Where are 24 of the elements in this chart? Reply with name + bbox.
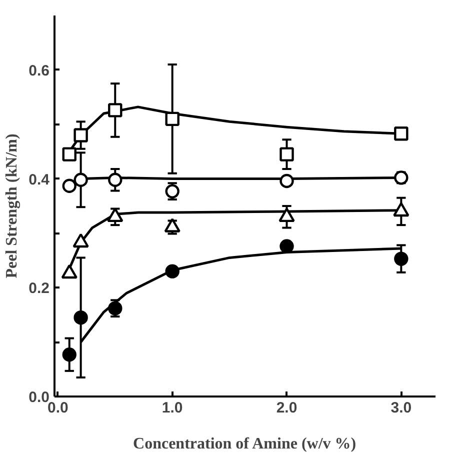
y-axis-title: Peel Strength (kN/m): [4, 134, 21, 278]
y-tick-label: 0.4: [28, 171, 50, 188]
point: [62, 178, 76, 193]
point: [108, 172, 122, 187]
point: [62, 147, 76, 162]
x-tick-label: 0.0: [48, 400, 68, 416]
point: [165, 264, 180, 278]
point: [280, 239, 294, 254]
point: [165, 112, 180, 126]
point: [280, 174, 294, 188]
point: [74, 310, 88, 325]
point: [394, 252, 408, 266]
y-tick-label: 0.2: [28, 280, 50, 298]
x-tick-label: 2.0: [276, 400, 298, 416]
y-tick-label: 0.6: [28, 62, 50, 80]
point: [108, 103, 122, 118]
point: [74, 172, 88, 187]
point: [62, 348, 76, 362]
point: [74, 128, 88, 142]
point: [280, 147, 294, 162]
x-tick-label: 3.0: [390, 400, 412, 416]
point: [394, 126, 408, 141]
x-axis-title: Concentration of Amine (w/v %): [133, 436, 356, 452]
x-tick-label: 1.0: [162, 400, 183, 416]
